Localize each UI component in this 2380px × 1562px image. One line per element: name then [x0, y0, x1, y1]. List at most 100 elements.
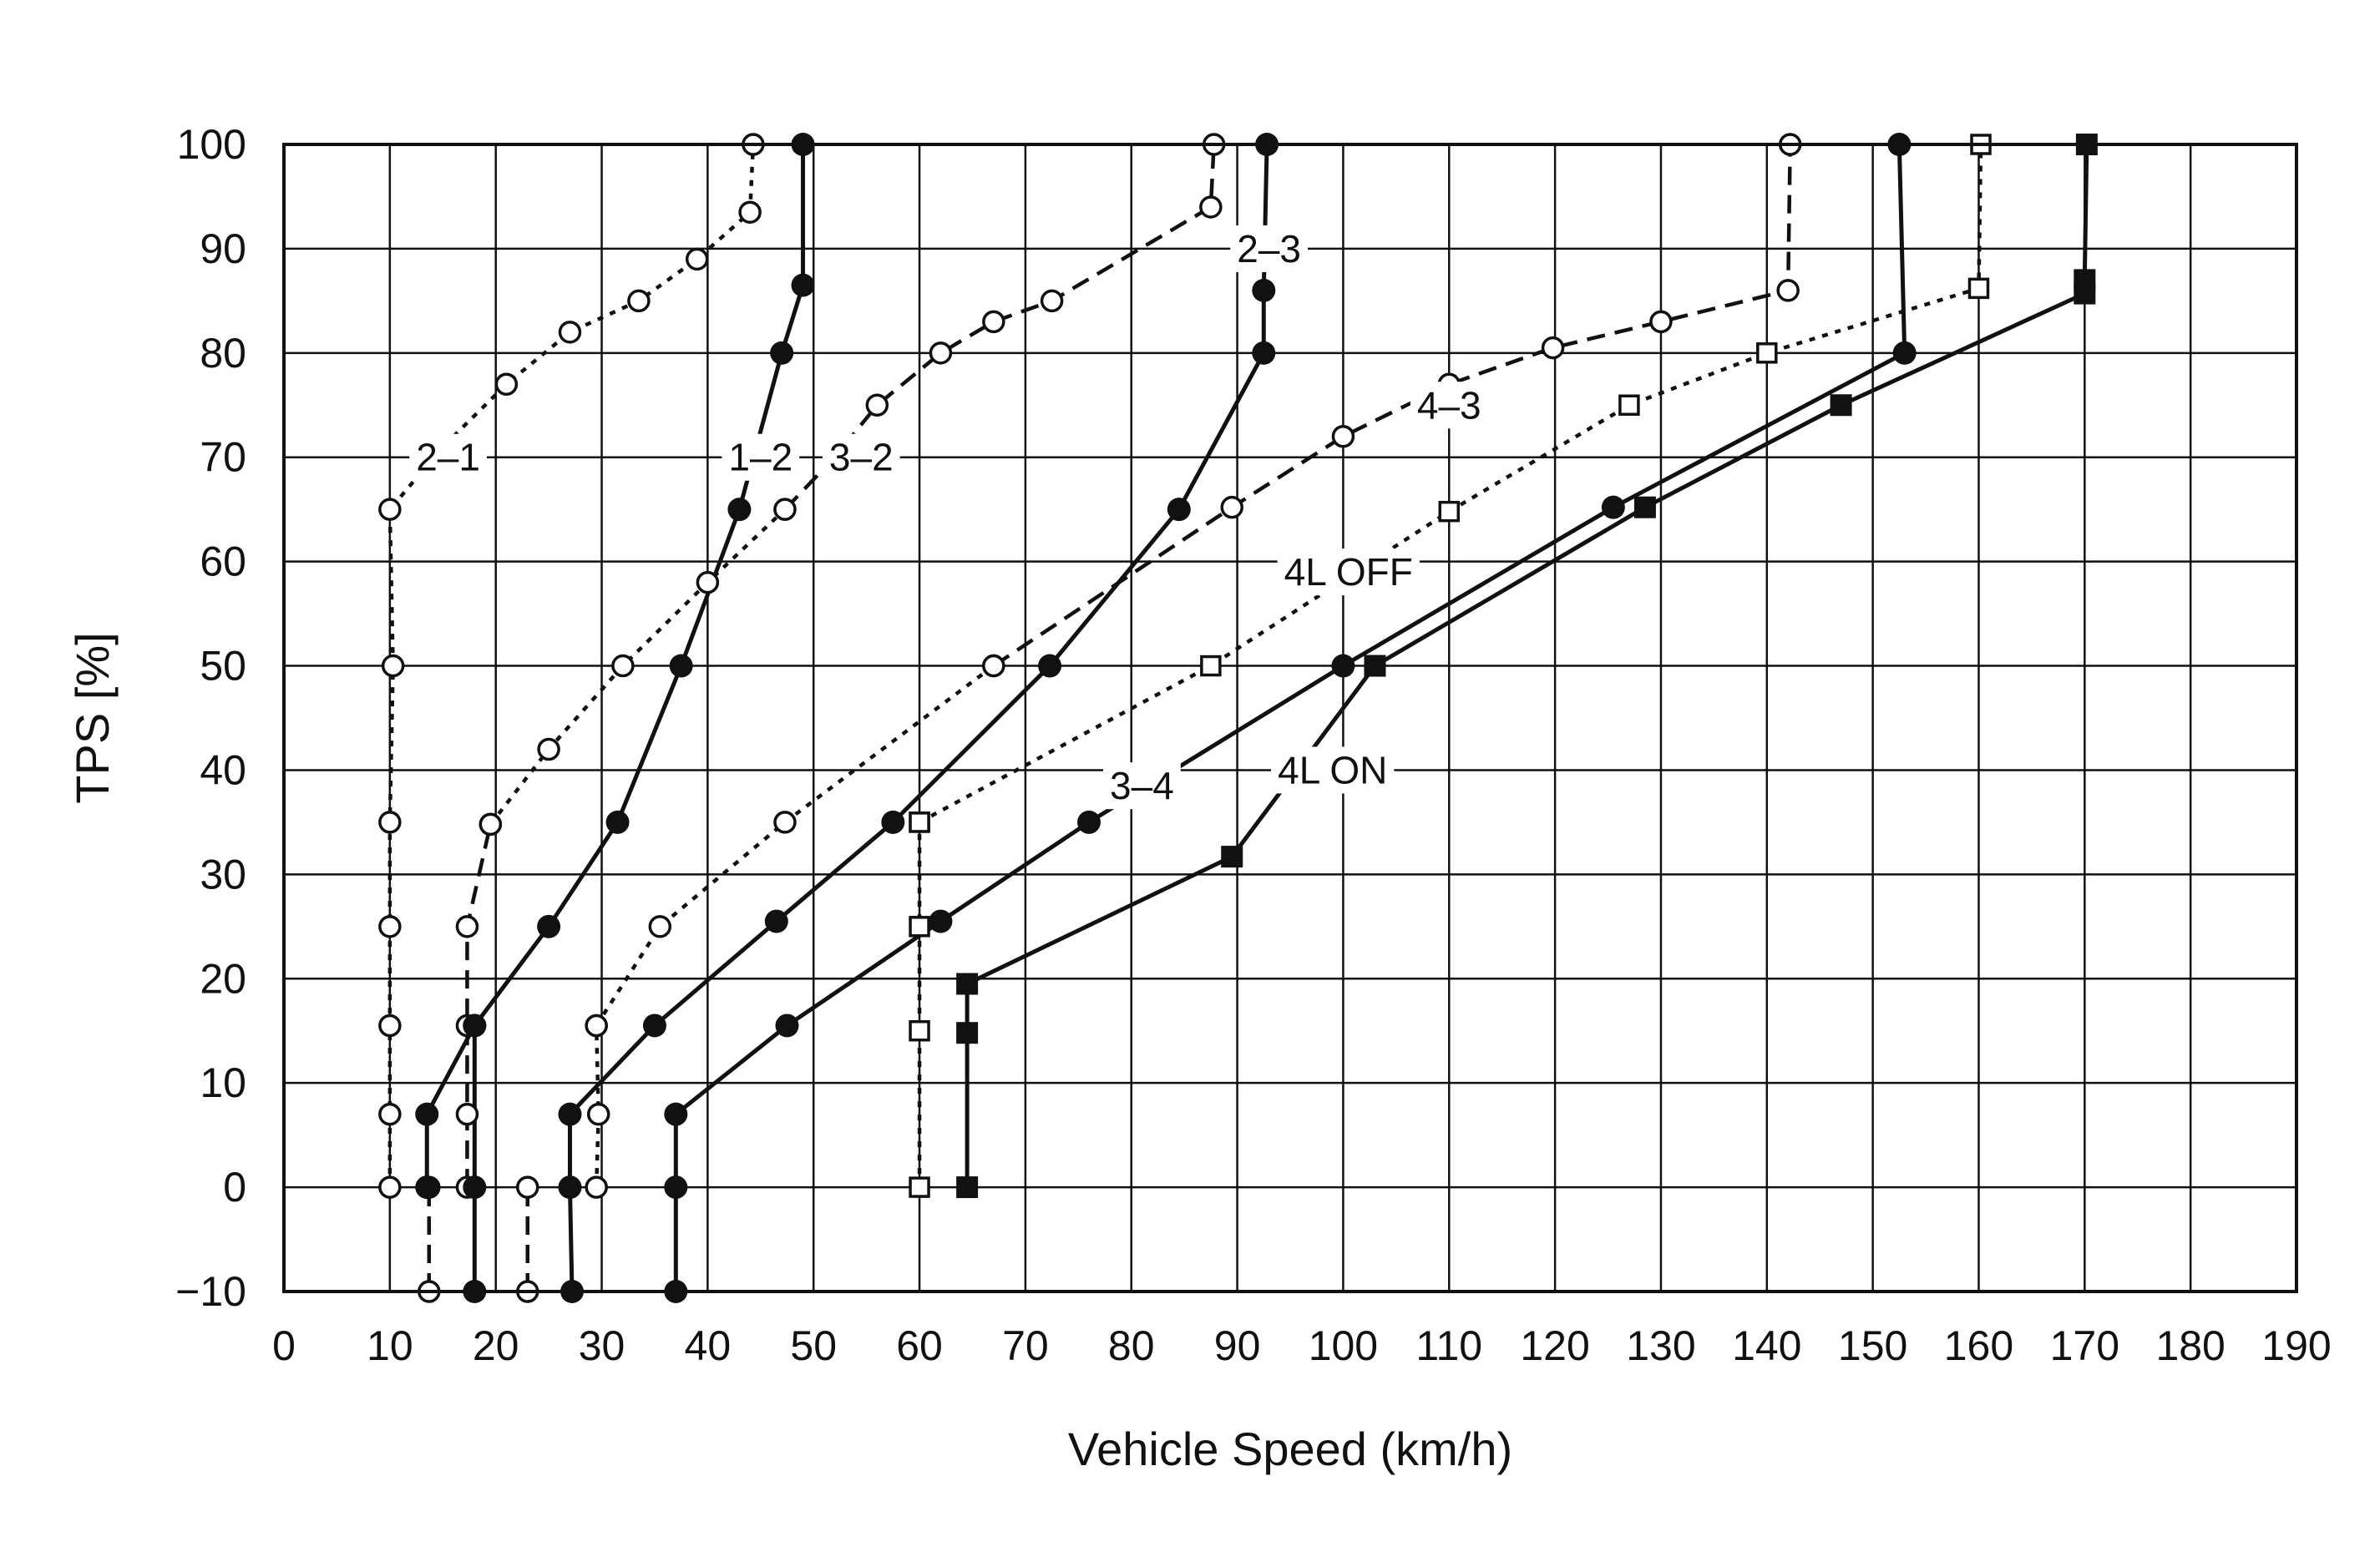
label-background	[1277, 548, 1420, 596]
y-tick-label: 70	[200, 434, 246, 481]
y-tick-label: 50	[200, 643, 246, 690]
data-point-open-circle	[1541, 336, 1565, 360]
data-point-filled-circle	[791, 273, 815, 297]
x-tick-label: 80	[1108, 1322, 1155, 1369]
data-point-open-square	[1967, 277, 1990, 300]
y-tick-label: 30	[200, 851, 246, 897]
x-tick-label: 190	[2261, 1322, 2331, 1369]
x-tick-label: 170	[2050, 1322, 2119, 1369]
y-tick-label: 10	[200, 1059, 246, 1106]
series-markers-11	[558, 133, 1279, 1303]
data-point-open-circle	[1220, 495, 1243, 519]
data-point-open-circle	[378, 1102, 402, 1126]
y-tick-label: −10	[175, 1268, 246, 1315]
y-tick-label: 100	[177, 121, 246, 168]
data-point-open-circle	[611, 654, 635, 678]
data-point-open-circle	[586, 1102, 610, 1126]
data-point-filled-circle	[558, 1175, 582, 1200]
data-point-open-circle	[455, 1102, 479, 1126]
data-point-open-circle	[378, 915, 402, 938]
label-background	[409, 433, 487, 481]
data-point-filled-square	[1633, 496, 1656, 518]
data-point-open-circle	[1199, 195, 1223, 219]
plot-frame	[282, 143, 2298, 1293]
x-tick-label: 40	[685, 1322, 732, 1369]
data-point-open-circle	[773, 811, 797, 834]
data-point-open-circle	[929, 341, 953, 365]
data-point-open-circle	[696, 570, 720, 594]
grid	[282, 143, 2298, 1293]
series-label: 2–3	[1230, 225, 1309, 272]
data-point-filled-circle	[764, 909, 788, 933]
data-point-open-circle	[585, 1175, 608, 1199]
data-point-open-circle	[455, 915, 479, 938]
data-point-filled-square	[956, 1176, 979, 1199]
data-point-filled-square	[1364, 655, 1386, 677]
label-background	[1230, 225, 1309, 272]
data-point-filled-circle	[537, 914, 561, 938]
data-point-open-circle	[378, 498, 402, 521]
data-point-open-circle	[1649, 310, 1673, 334]
series-label: 3–4	[1103, 762, 1181, 810]
series-markers-14	[909, 134, 1992, 833]
data-point-open-circle	[378, 1014, 402, 1038]
series-label-text: 4L ON	[1278, 748, 1387, 791]
series-label: 1–2	[722, 433, 800, 481]
y-tick-label: 0	[223, 1164, 246, 1211]
y-tick-label: 40	[200, 746, 246, 793]
data-point-filled-circle	[415, 1175, 439, 1200]
data-point-filled-circle	[1892, 341, 1917, 365]
data-point-filled-circle	[558, 1102, 582, 1126]
x-axis-label: Vehicle Speed (km/h)	[1068, 1423, 1512, 1475]
data-point-filled-square	[956, 1022, 979, 1044]
series-9	[472, 144, 806, 1292]
series-markers-5	[515, 1175, 539, 1303]
series-line	[918, 144, 1983, 824]
data-point-open-square	[1438, 500, 1461, 523]
data-point-open-square	[1200, 655, 1222, 677]
x-tick-label: 150	[1838, 1322, 1907, 1369]
data-point-filled-circle	[775, 1014, 799, 1038]
y-tick-label: 60	[200, 538, 246, 585]
data-point-filled-circle	[1077, 810, 1101, 834]
data-point-filled-circle	[881, 810, 905, 834]
y-tick-label: 20	[200, 955, 246, 1002]
data-point-open-square	[909, 916, 930, 938]
data-point-filled-circle	[664, 1175, 688, 1200]
data-point-filled-circle	[1252, 278, 1276, 302]
series-2	[465, 823, 493, 1188]
data-point-open-circle	[773, 498, 797, 521]
series-label-text: 2–3	[1237, 227, 1301, 270]
x-tick-label: 140	[1732, 1322, 1801, 1369]
data-point-filled-circle	[770, 341, 794, 365]
data-point-open-circle	[1776, 279, 1800, 302]
data-point-open-circle	[982, 654, 1005, 678]
tick-labels: 0 10 20 30 40 50 60 70 80 90 100 110 120 130 140 150 160…	[175, 121, 2332, 1369]
x-tick-label: 110	[1415, 1322, 1482, 1369]
data-point-filled-square	[1221, 846, 1243, 868]
data-point-filled-circle	[642, 1014, 666, 1038]
y-tick-label: 90	[200, 225, 246, 272]
series-markers-10	[415, 1014, 487, 1200]
data-point-open-circle	[494, 372, 519, 397]
data-point-filled-circle	[929, 909, 953, 933]
label-background	[722, 433, 800, 481]
x-tick-label: 130	[1626, 1322, 1695, 1369]
data-point-open-square	[909, 1019, 930, 1042]
data-point-filled-circle	[463, 1175, 487, 1200]
y-tick-label: 80	[200, 330, 246, 377]
data-point-filled-circle	[664, 1102, 688, 1126]
series-7	[595, 664, 995, 1027]
series-label-text: 3–2	[829, 436, 894, 479]
series-8	[992, 144, 1792, 668]
label-background	[1271, 746, 1395, 794]
data-point-open-circle	[685, 247, 709, 271]
series-label: 4–3	[1410, 382, 1488, 429]
series-line	[992, 144, 1792, 668]
series-label-text: 4–3	[1417, 383, 1481, 427]
data-point-open-circle	[585, 1014, 608, 1038]
x-tick-label: 20	[473, 1322, 519, 1369]
series-label: 2–1	[409, 433, 487, 481]
